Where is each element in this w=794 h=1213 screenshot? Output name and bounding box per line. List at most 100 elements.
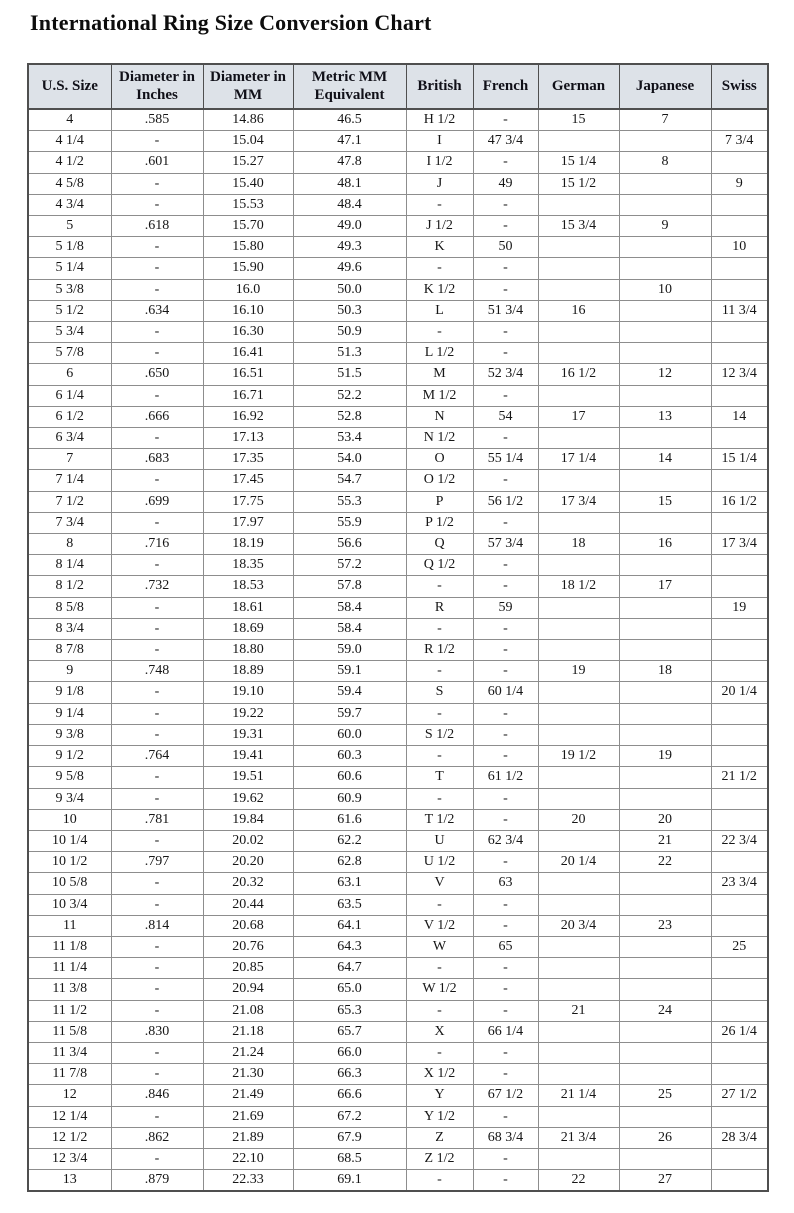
table-cell: 51.3 xyxy=(292,342,407,365)
table-cell: 55 1/4 xyxy=(472,448,539,471)
table-cell: 7 xyxy=(618,108,712,132)
table-cell xyxy=(537,193,620,217)
table-cell: 17.97 xyxy=(202,511,294,535)
table-cell: - xyxy=(110,829,204,853)
table-cell: 7 3/4 xyxy=(27,511,112,535)
table-cell: 21 xyxy=(618,829,712,853)
table-cell: - xyxy=(405,702,474,725)
table-cell xyxy=(537,342,620,365)
table-cell: 6 1/2 xyxy=(27,405,112,429)
table-cell xyxy=(618,1020,712,1043)
table-cell: - xyxy=(110,617,204,641)
table-cell xyxy=(710,999,769,1022)
table-cell: - xyxy=(472,639,539,662)
table-cell: 65.7 xyxy=(292,1020,407,1043)
table-cell: 15.04 xyxy=(202,130,294,153)
table-cell: 21.18 xyxy=(202,1020,294,1043)
table-cell: 19.41 xyxy=(202,745,294,768)
table-row: 6.650 16.51 51.5 M 52 3/4 16 1/2 12 12 3/4 xyxy=(27,363,769,386)
table-cell: - xyxy=(472,554,539,577)
table-cell xyxy=(537,787,620,810)
table-cell: 60 1/4 xyxy=(472,681,539,704)
table-cell: 16.71 xyxy=(202,384,294,407)
table-cell: 8 3/4 xyxy=(27,617,112,641)
table-cell: - xyxy=(472,108,539,132)
table-cell: - xyxy=(472,723,539,747)
table-cell xyxy=(710,321,769,344)
table-cell: 12 3/4 xyxy=(710,363,769,386)
table-cell: .618 xyxy=(110,215,204,238)
table-cell: 9 xyxy=(618,215,712,238)
table-row: 7 3/4-17.97 55.9 P 1/2- xyxy=(27,511,769,535)
table-cell: - xyxy=(110,427,204,450)
table-cell: 18 1/2 xyxy=(537,575,620,598)
table-cell xyxy=(618,978,712,1001)
table-row: 10 5/8-20.32 63.1 V 63 23 3/4 xyxy=(27,872,769,895)
table-cell xyxy=(537,935,620,959)
table-cell: 66.0 xyxy=(292,1041,407,1065)
table-cell xyxy=(618,702,712,725)
table-cell xyxy=(710,1169,769,1192)
table-cell xyxy=(710,787,769,810)
table-cell xyxy=(537,766,620,789)
table-cell: 65 xyxy=(472,935,539,959)
table-cell: N 1/2 xyxy=(405,427,474,450)
table-cell: - xyxy=(472,575,539,598)
table-row: 5 3/4-16.30 50.9- - xyxy=(27,321,769,344)
table-cell: K 1/2 xyxy=(405,278,474,301)
table-cell xyxy=(618,681,712,704)
table-cell: J xyxy=(405,172,474,195)
table-cell xyxy=(618,321,712,344)
table-cell: 56 1/2 xyxy=(472,490,539,513)
table-cell: 17 1/4 xyxy=(537,448,620,471)
table-cell: - xyxy=(472,914,539,937)
table-cell xyxy=(710,215,769,238)
column-header-french: French xyxy=(472,63,539,110)
table-cell: 13 xyxy=(27,1169,112,1192)
table-cell: 17.35 xyxy=(202,448,294,471)
column-header-swiss: Swiss xyxy=(710,63,769,110)
table-cell: .666 xyxy=(110,405,204,429)
table-row: 8 7/8-18.80 59.0 R 1/2- xyxy=(27,639,769,662)
table-cell: W xyxy=(405,935,474,959)
table-cell: - xyxy=(472,511,539,535)
table-cell: 20.44 xyxy=(202,893,294,916)
table-cell: 4 1/2 xyxy=(27,151,112,174)
table-row: 10 1/4-20.02 62.2 U 62 3/4 21 22 3/4 xyxy=(27,829,769,853)
table-cell: Z xyxy=(405,1126,474,1149)
table-cell: 67.9 xyxy=(292,1126,407,1149)
table-cell: 52.8 xyxy=(292,405,407,429)
table-cell: 12 1/2 xyxy=(27,1126,112,1149)
table-cell: 8 1/2 xyxy=(27,575,112,598)
table-cell: .683 xyxy=(110,448,204,471)
table-cell: 11 3/8 xyxy=(27,978,112,1001)
table-cell xyxy=(537,723,620,747)
table-cell: 9 1/8 xyxy=(27,681,112,704)
table-cell: - xyxy=(110,554,204,577)
table-cell: O 1/2 xyxy=(405,469,474,492)
table-row: 6 3/4-17.13 53.4 N 1/2- xyxy=(27,427,769,450)
table-cell xyxy=(618,236,712,259)
table-cell: 50.0 xyxy=(292,278,407,301)
table-cell: U 1/2 xyxy=(405,851,474,874)
table-cell xyxy=(710,893,769,916)
table-cell: - xyxy=(472,342,539,365)
table-cell: - xyxy=(110,681,204,704)
table-cell: 7 3/4 xyxy=(710,130,769,153)
table-cell: - xyxy=(110,1147,204,1171)
table-cell: 61.6 xyxy=(292,808,407,831)
table-cell: O xyxy=(405,448,474,471)
table-cell: - xyxy=(472,469,539,492)
table-cell: 59.0 xyxy=(292,639,407,662)
table-cell: 16.0 xyxy=(202,278,294,301)
table-cell: V 1/2 xyxy=(405,914,474,937)
table-cell xyxy=(710,1063,769,1086)
table-cell: 9 3/8 xyxy=(27,723,112,747)
table-cell: 63.5 xyxy=(292,893,407,916)
table-row: 7.683 17.35 54.0 O 55 1/4 17 1/4 14 15 1/4 xyxy=(27,448,769,471)
table-cell xyxy=(618,384,712,407)
table-cell: 20.32 xyxy=(202,872,294,895)
table-cell: 20.20 xyxy=(202,851,294,874)
table-cell xyxy=(710,427,769,450)
table-cell: 58.4 xyxy=(292,617,407,641)
